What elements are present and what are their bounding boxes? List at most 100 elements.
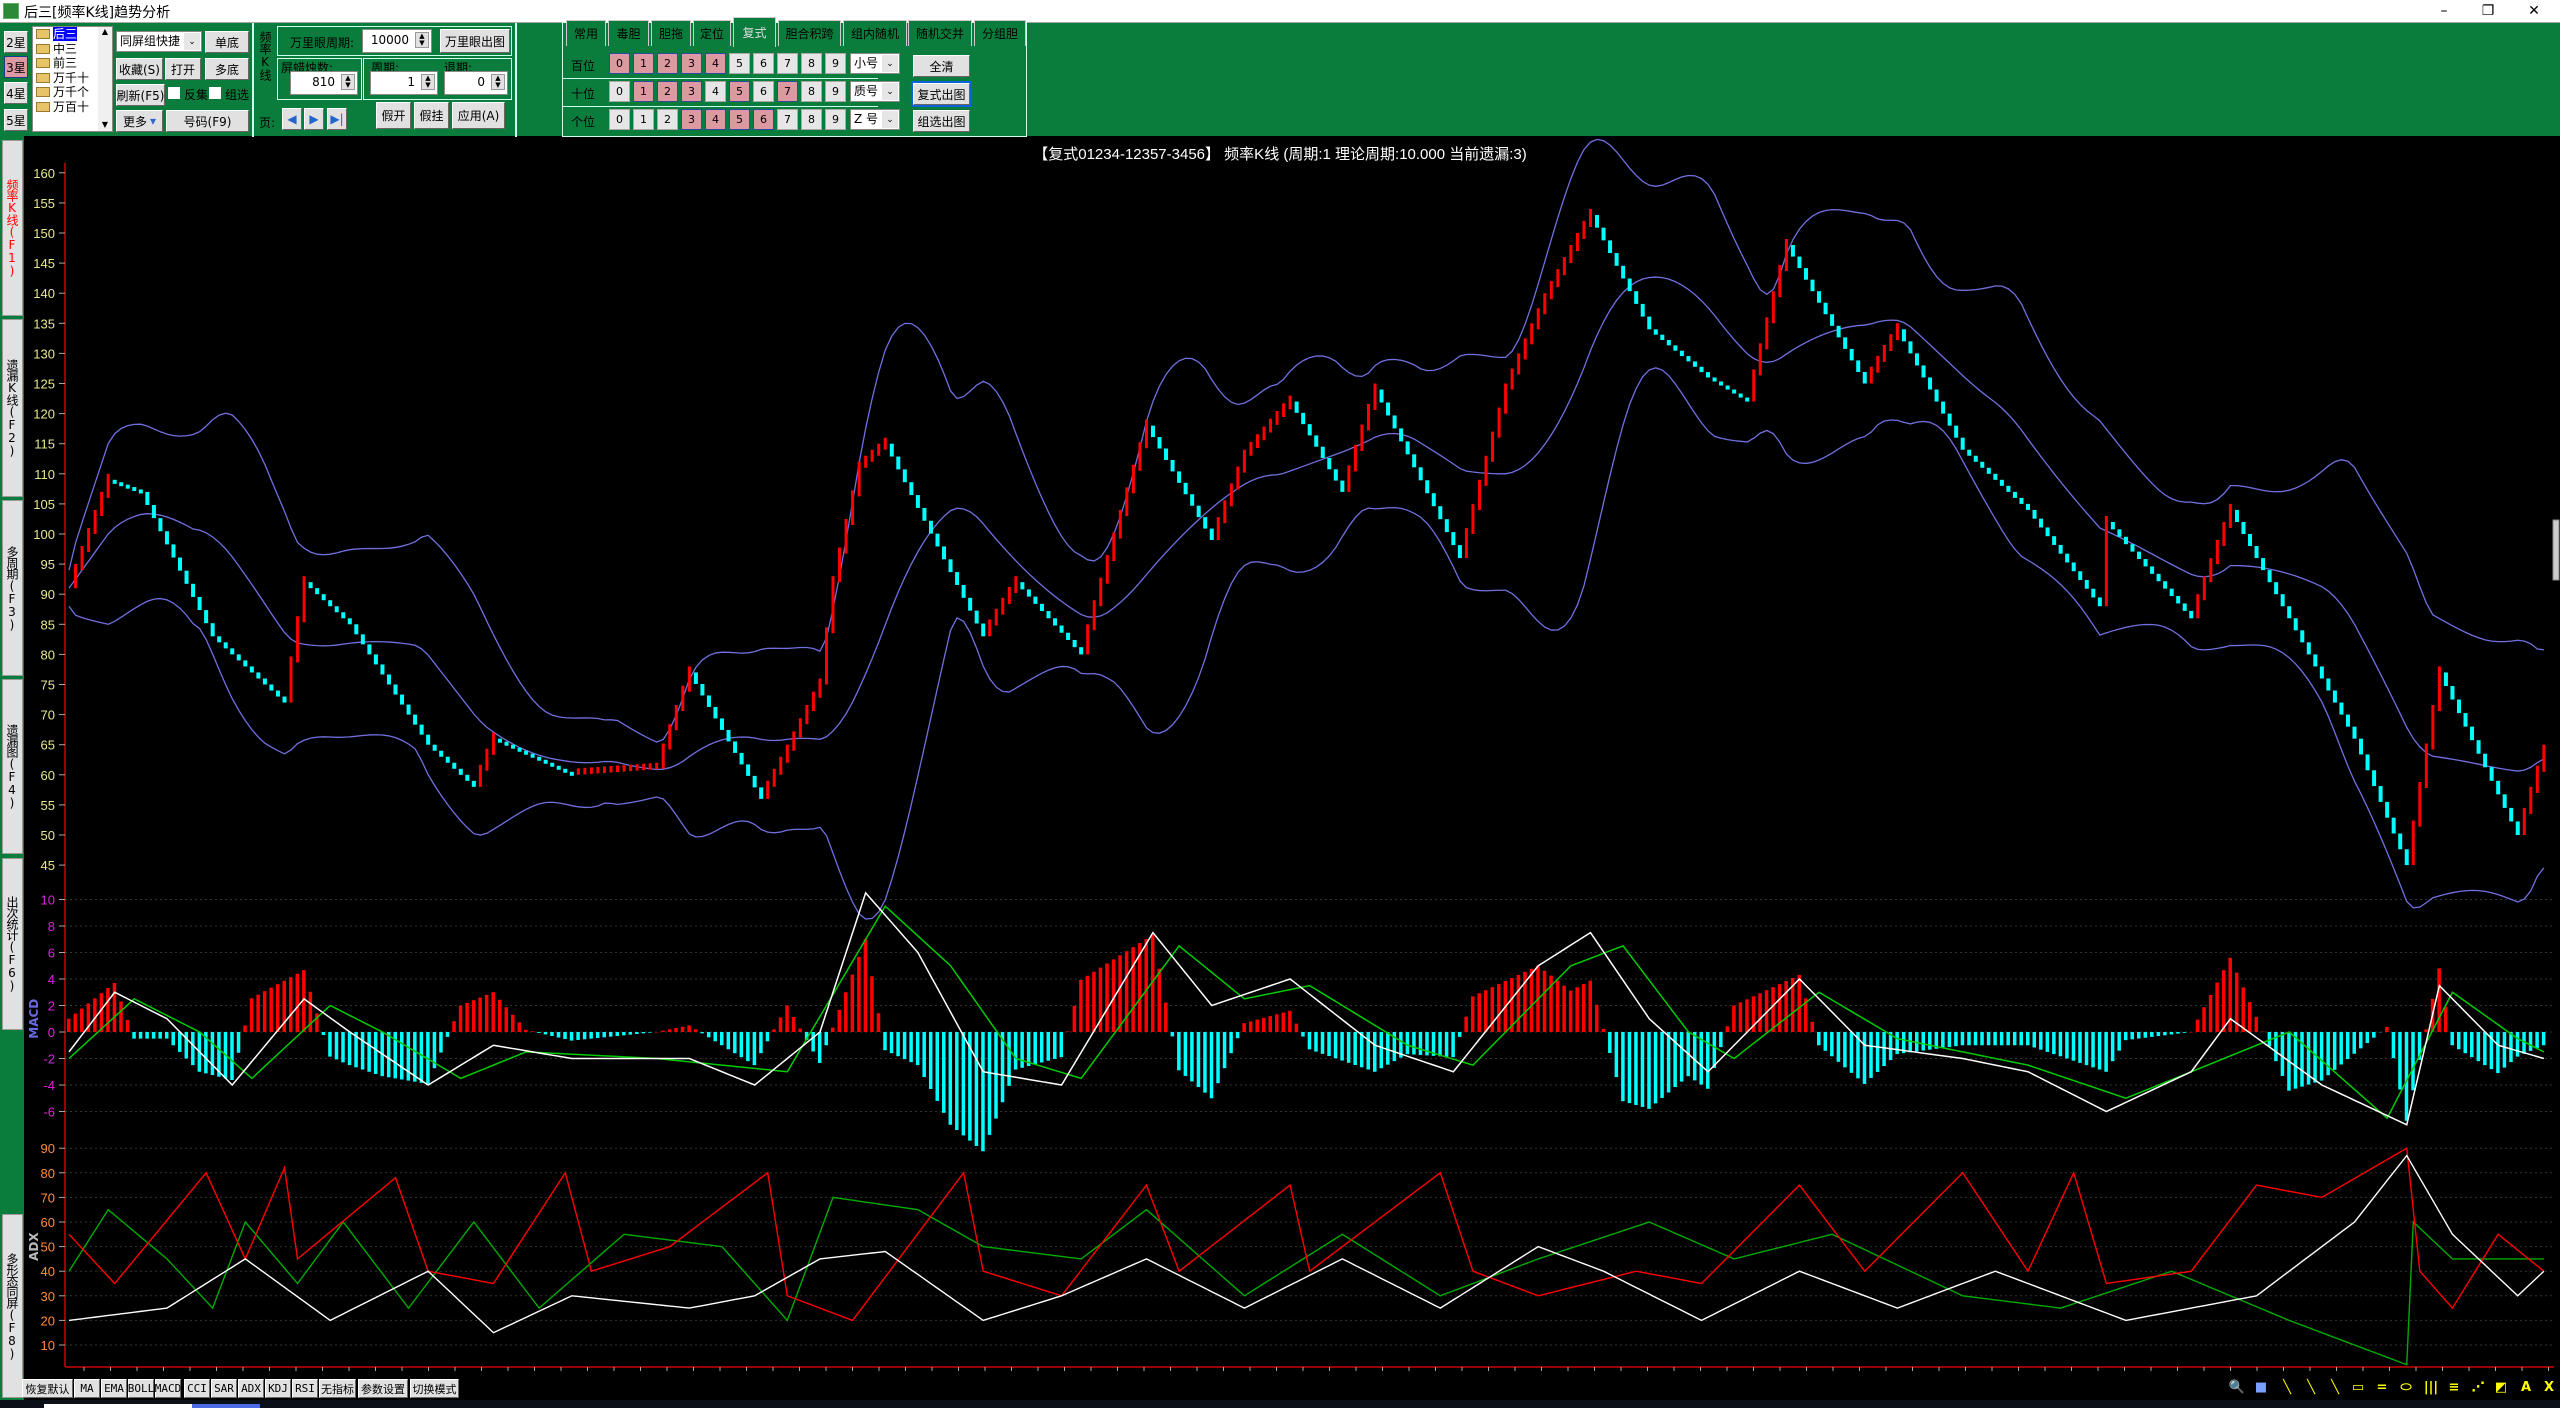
vertical-lines-icon[interactable]: ||| [2423, 1380, 2439, 1395]
tab-4[interactable]: 复式 [733, 17, 776, 47]
telescope-period-input[interactable]: 10000 ▲ ▼ [362, 29, 432, 53]
prev-page-icon[interactable]: ◀ [282, 108, 302, 130]
fake-hang-button[interactable]: 假挂 [414, 102, 449, 129]
list-item[interactable]: 中三 [33, 42, 112, 57]
period-input[interactable]: 1 ▲ ▼ [370, 71, 438, 95]
tab-5[interactable]: 胆合积跨 [778, 20, 841, 46]
candles-input[interactable]: 810 ▲ ▼ [290, 71, 358, 95]
digit-button[interactable]: 0 [609, 109, 630, 130]
indicator-button[interactable]: BOLL [128, 1379, 154, 1398]
digit-button[interactable]: 6 [753, 53, 774, 74]
tab-missing-chart[interactable]: 遗漏图(F4) [2, 679, 23, 854]
digit-button[interactable]: 9 [825, 109, 846, 130]
line-icon[interactable]: ╲ [2283, 1380, 2291, 1395]
list-item[interactable]: 万千十 [33, 71, 112, 86]
group-chart-button[interactable]: 组选出图 [913, 110, 970, 132]
indicator-button[interactable]: MA [74, 1379, 100, 1398]
taskbar-item[interactable] [192, 1404, 260, 1408]
tab-missing-kline[interactable]: 遗漏K线(F2) [2, 319, 23, 497]
digit-button[interactable]: 2 [657, 109, 678, 130]
refresh-button[interactable]: 刷新(F5) [116, 84, 165, 106]
indicator-button[interactable]: EMA [101, 1379, 127, 1398]
tab-3[interactable]: 定位 [693, 20, 731, 46]
square-icon[interactable]: ■ [2254, 1380, 2268, 1395]
list-item[interactable]: 万百十 [33, 100, 112, 115]
indicator-button[interactable]: CCI [184, 1379, 210, 1398]
multi-base-button[interactable]: 多底 [205, 58, 249, 80]
tab-multi-period[interactable]: 多周期(F3) [2, 500, 23, 676]
list-item[interactable]: 万千个 [33, 85, 112, 100]
restore-button[interactable]: ❐ [2481, 3, 2495, 19]
last-page-icon[interactable]: ▶| [327, 108, 347, 130]
indicator-button[interactable]: RSI [292, 1379, 318, 1398]
digit-button[interactable]: 8 [801, 53, 822, 74]
digit-button[interactable]: 3 [681, 53, 702, 74]
digit-button[interactable]: 8 [801, 81, 822, 102]
numbers-button[interactable]: 号码(F9) [166, 110, 249, 132]
position-list[interactable]: 后三 中三 前三 万千十 万千个 万百十 ▲ ▼ [32, 26, 113, 132]
horizontal-lines-icon[interactable]: ≡ [2448, 1380, 2460, 1395]
list-item[interactable]: 后三 [33, 27, 112, 42]
digit-button[interactable]: 4 [705, 109, 726, 130]
indicator-button[interactable]: 切换模式 [410, 1379, 459, 1398]
indicator-button[interactable]: KDJ [265, 1379, 291, 1398]
digit-button[interactable]: 4 [705, 81, 726, 102]
more-button[interactable]: 更多 ▾ [116, 110, 163, 132]
digit-button[interactable]: 9 [825, 81, 846, 102]
inverse-set-checkbox[interactable] [168, 87, 180, 99]
digit-button[interactable]: 1 [633, 53, 654, 74]
digit-button[interactable]: 0 [609, 81, 630, 102]
tab-frequency-kline[interactable]: 频率K线(F1) [2, 140, 23, 316]
tab-7[interactable]: 随机交并 [908, 20, 972, 46]
indicator-button[interactable]: 无指标 [319, 1379, 356, 1398]
apply-button[interactable]: 应用(A) [452, 102, 505, 129]
ray-icon[interactable]: ╲ [2331, 1380, 2339, 1395]
telescope-chart-button[interactable]: 万里眼出图 [440, 29, 510, 53]
digit-button[interactable]: 1 [633, 109, 654, 130]
spinner[interactable]: ▲ ▼ [421, 74, 435, 90]
indicator-button[interactable]: MACD [155, 1379, 181, 1398]
digit-button[interactable]: 5 [729, 81, 750, 102]
fake-open-button[interactable]: 假开 [376, 102, 411, 129]
tab-2[interactable]: 胆拖 [651, 20, 691, 46]
digit-button[interactable]: 7 [777, 81, 798, 102]
digit-button[interactable]: 0 [609, 53, 630, 74]
rectangle-icon[interactable]: ▭ [2351, 1380, 2365, 1395]
tab-multi-form[interactable]: 多形态同屏(F8) [2, 1214, 23, 1398]
indicator-button[interactable]: SAR [211, 1379, 237, 1398]
digit-button[interactable]: 3 [681, 81, 702, 102]
delete-icon[interactable]: X [2543, 1380, 2555, 1395]
compound-chart-button[interactable]: 复式出图 [911, 81, 972, 107]
star-3-button[interactable]: 3星 [4, 56, 28, 78]
spinner[interactable]: ▲ ▼ [341, 74, 355, 90]
single-base-button[interactable]: 单底 [205, 31, 249, 53]
taskbar-item[interactable] [44, 1404, 192, 1408]
filter-dropdown[interactable]: 小号 ⌄ [850, 53, 900, 74]
filter-dropdown[interactable]: Z 号 ⌄ [850, 109, 900, 130]
tab-6[interactable]: 组内随机 [843, 20, 907, 46]
favorite-button[interactable]: 收藏(S) [116, 58, 163, 80]
digit-button[interactable]: 5 [729, 53, 750, 74]
digit-button[interactable]: 6 [753, 109, 774, 130]
list-item[interactable]: 前三 [33, 56, 112, 71]
zoom-icon[interactable]: 🔍 [2228, 1380, 2246, 1395]
star-4-button[interactable]: 4星 [4, 82, 28, 104]
segment-icon[interactable]: ╲ [2307, 1380, 2315, 1395]
close-button[interactable]: ✕ [2528, 3, 2540, 19]
digit-button[interactable]: 4 [705, 53, 726, 74]
back-input[interactable]: 0 ▲ ▼ [444, 71, 508, 95]
digit-button[interactable]: 2 [657, 81, 678, 102]
parallel-icon[interactable]: = [2376, 1380, 2388, 1395]
chart-area[interactable]: 1601551501451401351301251201151101051009… [24, 137, 2560, 1373]
filter-dropdown[interactable]: 质号 ⌄ [850, 81, 900, 102]
tab-0[interactable]: 常用 [566, 20, 606, 46]
tab-8[interactable]: 分组胆 [974, 20, 1026, 46]
digit-button[interactable]: 5 [729, 109, 750, 130]
digit-button[interactable]: 8 [801, 109, 822, 130]
digit-button[interactable]: 3 [681, 109, 702, 130]
tab-occurrence-stats[interactable]: 出次统计(F6) [2, 858, 23, 1030]
group-select-checkbox[interactable] [209, 87, 221, 99]
list-scrollbar[interactable]: ▲ ▼ [98, 27, 112, 131]
digit-button[interactable]: 2 [657, 53, 678, 74]
minimize-button[interactable]: – [2440, 3, 2448, 19]
